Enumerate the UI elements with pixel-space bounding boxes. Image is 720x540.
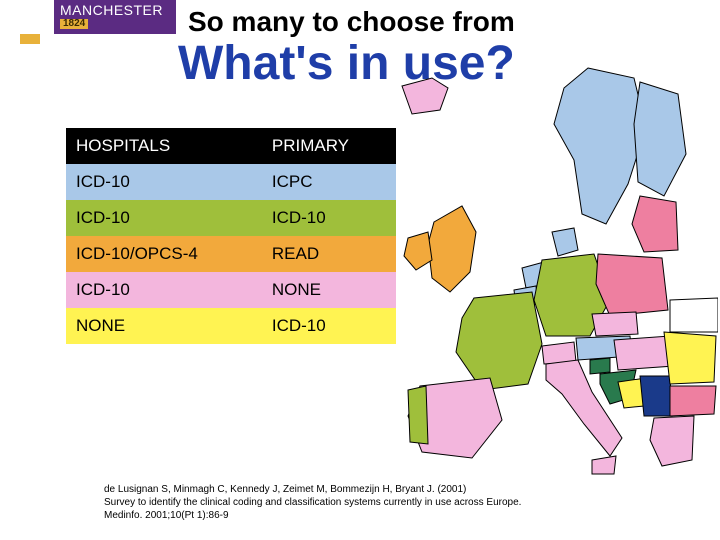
- cell: ICD-10: [66, 164, 262, 200]
- cell: ICD-10: [262, 200, 396, 236]
- region-serbia: [640, 376, 672, 416]
- region-sicily: [592, 456, 616, 474]
- cell: ICD-10/OPCS-4: [66, 236, 262, 272]
- cell: ICPC: [262, 164, 396, 200]
- citation: de Lusignan S, Minmagh C, Kennedy J, Zei…: [104, 483, 624, 522]
- region-finland: [634, 82, 686, 196]
- region-poland: [596, 254, 668, 316]
- table-row: ICD-10/OPCS-4 READ: [66, 236, 396, 272]
- region-baltic: [632, 196, 678, 252]
- citation-line: Survey to identify the clinical coding a…: [104, 496, 624, 509]
- cell: ICD-10: [66, 200, 262, 236]
- col-primary: PRIMARY: [262, 128, 396, 164]
- cell: NONE: [262, 272, 396, 308]
- region-greece: [650, 416, 694, 466]
- col-hospitals: HOSPITALS: [66, 128, 262, 164]
- citation-line: Medinfo. 2001;10(Pt 1):86-9: [104, 509, 624, 522]
- table-row: ICD-10 NONE: [66, 272, 396, 308]
- subtitle: So many to choose from: [188, 6, 515, 38]
- region-czech: [592, 312, 638, 336]
- cell: ICD-10: [262, 308, 396, 344]
- region-portugal: [408, 386, 428, 444]
- europe-map-svg: [378, 64, 718, 478]
- logo-year: 1824: [60, 19, 88, 29]
- table-row: NONE ICD-10: [66, 308, 396, 344]
- region-scandinavia: [554, 68, 646, 224]
- region-bulgaria: [670, 386, 716, 416]
- region-ukraine: [670, 298, 718, 332]
- cell: ICD-10: [66, 272, 262, 308]
- region-romania: [664, 332, 716, 384]
- slide-root: MANCHESTER 1824 The University of Manche…: [0, 0, 720, 540]
- region-uk: [428, 206, 476, 292]
- region-slovenia: [590, 358, 610, 374]
- region-denmark: [552, 228, 578, 256]
- citation-line: de Lusignan S, Minmagh C, Kennedy J, Zei…: [104, 483, 624, 496]
- region-ireland: [404, 232, 432, 270]
- table-header: HOSPITALS PRIMARY: [66, 128, 396, 164]
- university-sidebar: The University of Manchester: [0, 0, 54, 540]
- table-row: ICD-10 ICD-10: [66, 200, 396, 236]
- region-france: [456, 292, 542, 390]
- cell: NONE: [66, 308, 262, 344]
- region-iceland: [402, 78, 448, 114]
- university-logo: MANCHESTER 1824: [54, 0, 176, 34]
- cell: READ: [262, 236, 396, 272]
- logo-name: MANCHESTER: [60, 3, 170, 17]
- europe-map: [378, 64, 718, 478]
- coding-table: HOSPITALS PRIMARY ICD-10 ICPC ICD-10 ICD…: [66, 128, 396, 344]
- table-row: ICD-10 ICPC: [66, 164, 396, 200]
